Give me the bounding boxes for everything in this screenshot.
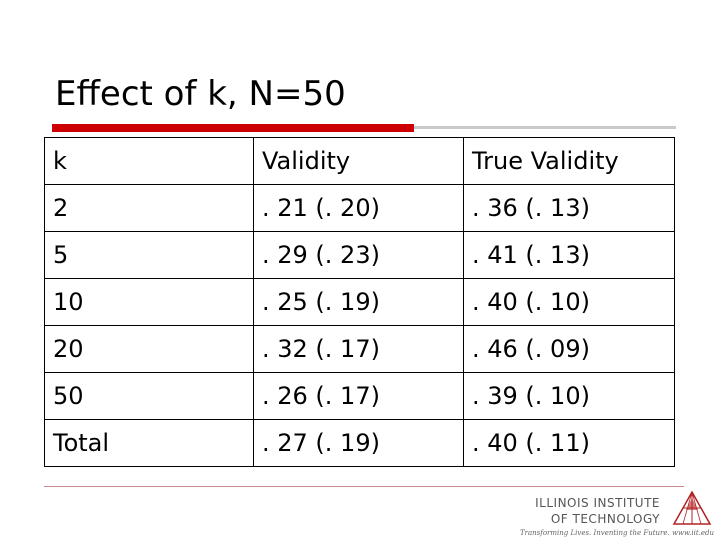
- table-cell: 5: [44, 231, 254, 279]
- table-cell: . 32 (. 17): [253, 325, 464, 373]
- table-cell: 10: [44, 278, 254, 326]
- table-row: Total . 27 (. 19) . 40 (. 11): [44, 419, 675, 467]
- header-cell-k: k: [44, 137, 254, 185]
- table-row: 10 . 25 (. 19) . 40 (. 10): [44, 278, 675, 326]
- table-cell: . 39 (. 10): [463, 372, 675, 420]
- table-cell: . 27 (. 19): [253, 419, 464, 467]
- table-cell: 20: [44, 325, 254, 373]
- table-cell: . 21 (. 20): [253, 184, 464, 232]
- table-cell: . 46 (. 09): [463, 325, 675, 373]
- title-underline-red: [52, 124, 414, 132]
- table-cell: . 36 (. 13): [463, 184, 675, 232]
- table-cell: . 40 (. 11): [463, 419, 675, 467]
- table-row: 5 . 29 (. 23) . 41 (. 13): [44, 231, 675, 279]
- table-cell: . 41 (. 13): [463, 231, 675, 279]
- logo-text-line2: OF TECHNOLOGY: [550, 512, 660, 526]
- table-cell: . 26 (. 17): [253, 372, 464, 420]
- table-cell: . 25 (. 19): [253, 278, 464, 326]
- logo-mark-icon: [672, 490, 712, 525]
- header-cell-true-validity: True Validity: [463, 137, 675, 185]
- table-cell: Total: [44, 419, 254, 467]
- table-cell: . 29 (. 23): [253, 231, 464, 279]
- table-row: 2 . 21 (. 20) . 36 (. 13): [44, 184, 675, 232]
- results-table: k Validity True Validity 2 . 21 (. 20) .…: [44, 137, 675, 467]
- table-row: 50 . 26 (. 17) . 39 (. 10): [44, 372, 675, 420]
- table-row: 20 . 32 (. 17) . 46 (. 09): [44, 325, 675, 373]
- table-cell: 2: [44, 184, 254, 232]
- table-header-row: k Validity True Validity: [44, 137, 675, 185]
- header-cell-validity: Validity: [253, 137, 464, 185]
- table-cell: 50: [44, 372, 254, 420]
- table-cell: . 40 (. 10): [463, 278, 675, 326]
- slide-title: Effect of k, N=50: [55, 74, 346, 114]
- footer-divider: [44, 486, 684, 487]
- institution-logo: ILLINOIS INSTITUTE OF TECHNOLOGY Transfo…: [520, 488, 718, 540]
- logo-text-line1: ILLINOIS INSTITUTE: [535, 496, 660, 510]
- title-underline-gray: [414, 126, 676, 129]
- logo-tagline: Transforming Lives. Inventing the Future…: [519, 529, 714, 537]
